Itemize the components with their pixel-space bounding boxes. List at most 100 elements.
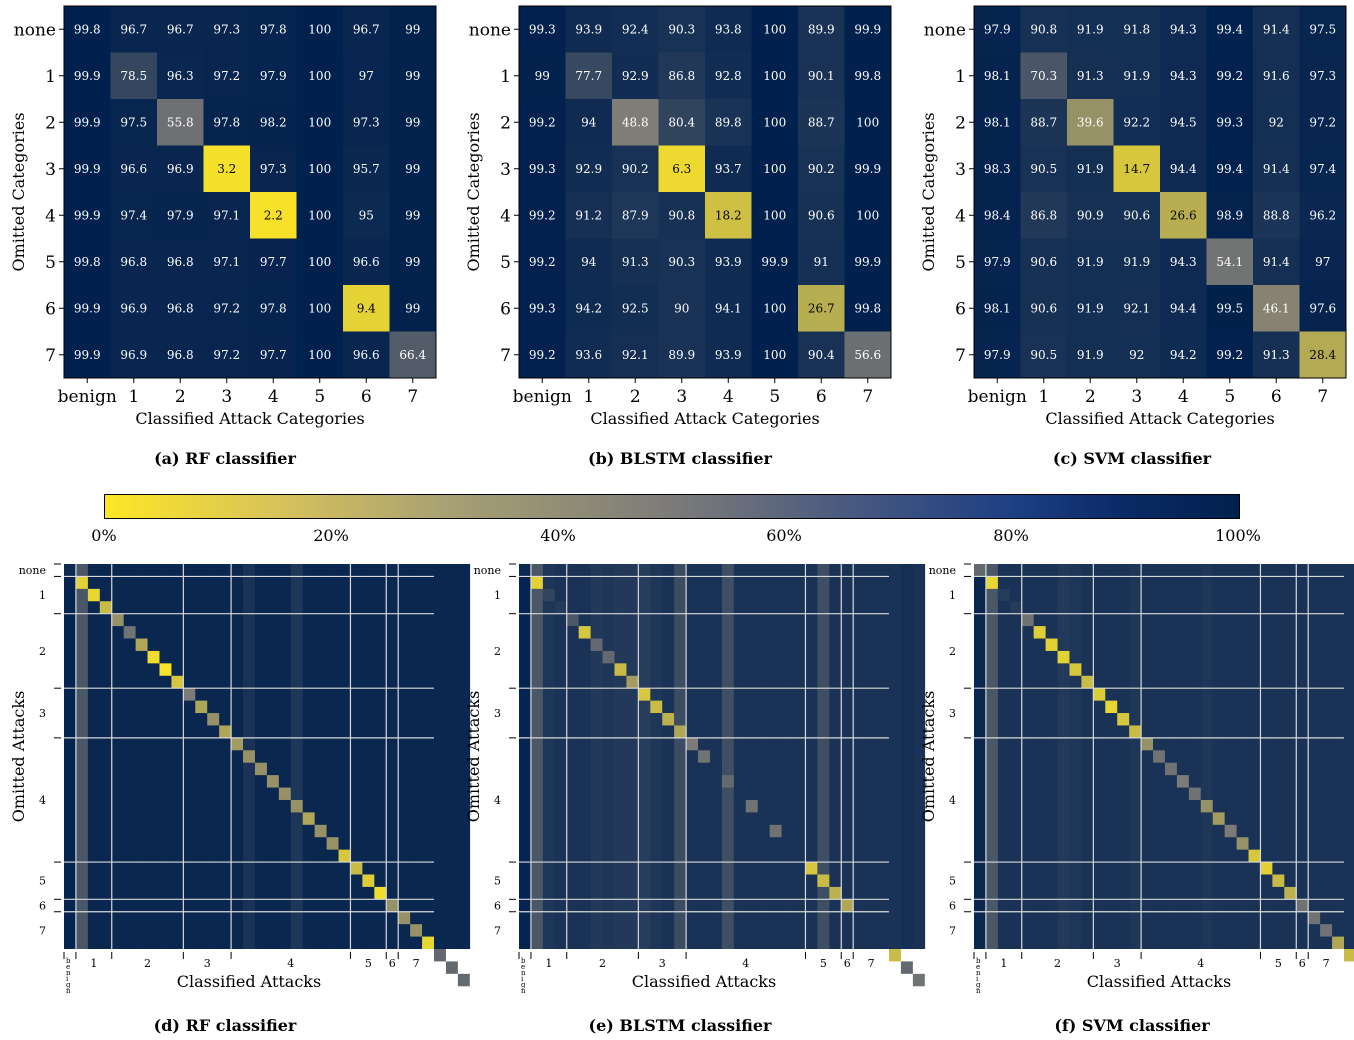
cell-label-0-6-7: 99 <box>405 301 420 315</box>
column-band <box>1344 564 1354 949</box>
panel-a: 99.8 96.7 96.7 97.3 97.8 100 96.7 99 99.9 78.5 96.… <box>0 0 450 470</box>
column-band <box>530 564 544 949</box>
column-band <box>626 564 639 949</box>
diagonal-cell <box>1248 849 1261 863</box>
x-tick-label: benign <box>58 387 117 407</box>
column-band <box>974 564 987 949</box>
diagonal-cell <box>698 750 710 763</box>
cell-label-1-5-3: 90.3 <box>668 255 695 269</box>
cell-label-2-2-2: 39.6 <box>1077 115 1104 129</box>
cell-2-6-0 <box>974 285 1021 332</box>
cell-2-7-0 <box>974 331 1021 379</box>
column-band <box>1164 564 1178 949</box>
diagonal-cell <box>1129 725 1142 738</box>
cell-0-1-0 <box>64 52 111 100</box>
cell-1-0-4 <box>705 6 752 53</box>
column-band <box>1272 564 1285 949</box>
cell-1-3-4 <box>705 145 752 193</box>
cell-0-3-0 <box>64 145 111 193</box>
cell-label-1-6-7: 99.8 <box>854 301 881 315</box>
cell-label-2-6-5: 99.5 <box>1216 301 1243 315</box>
cell-2-6-3 <box>1113 285 1161 332</box>
cell-label-0-7-6: 96.6 <box>353 348 380 362</box>
x-tick-label: 1 <box>1038 387 1049 407</box>
cell-1-6-0 <box>519 285 566 332</box>
cell-2-5-2 <box>1067 238 1114 286</box>
column-band <box>1224 564 1237 949</box>
cell-0-2-7 <box>389 99 437 146</box>
cell-label-1-2-1: 94 <box>581 115 597 129</box>
y-tick-label: 1 <box>45 67 56 87</box>
cell-label-1-3-5: 100 <box>763 162 786 176</box>
cell-0-1-7 <box>389 52 437 100</box>
x-tick-label: 1 <box>1000 957 1007 970</box>
x-axis-label: Classified Attack Categories <box>590 409 819 428</box>
y-tick-label: 2 <box>955 113 966 133</box>
cell-1-6-7 <box>844 285 892 332</box>
diagonal-cell <box>326 837 339 850</box>
column-band <box>171 564 184 949</box>
cell-label-2-3-2: 91.9 <box>1077 162 1104 176</box>
cell-label-2-6-1: 90.6 <box>1030 301 1057 315</box>
x-axis-label: Classified Attack Categories <box>1045 409 1274 428</box>
cell-0-1-4 <box>250 52 297 100</box>
x-tick-label: 2 <box>1085 387 1096 407</box>
cell-0-1-2 <box>157 52 204 100</box>
cell-label-1-0-0: 99.3 <box>529 22 556 36</box>
column-band <box>662 564 675 949</box>
cell-label-2-1-1: 70.3 <box>1030 69 1057 83</box>
x-tick-label: 5 <box>1224 387 1235 407</box>
colorbar-tick-4: 80% <box>993 526 1029 545</box>
panel-c: 97.9 90.8 91.9 91.8 94.3 99.4 91.4 97.5 98.1 70.3… <box>910 0 1354 470</box>
cell-label-1-1-1: 77.7 <box>575 69 602 83</box>
cell-1-3-1 <box>565 145 613 193</box>
cell-label-0-6-6: 9.4 <box>357 301 376 315</box>
y-axis-label: Omitted Categories <box>464 112 483 271</box>
x-tick-label: 3 <box>204 957 211 970</box>
cell-2-5-1 <box>1020 238 1068 286</box>
cell-1-1-7 <box>844 52 892 100</box>
cell-2-0-7 <box>1299 6 1347 53</box>
column-band <box>123 564 136 949</box>
cell-label-0-0-0: 99.8 <box>74 22 101 36</box>
cell-0-3-5 <box>296 145 344 193</box>
cell-label-0-5-1: 96.8 <box>120 255 147 269</box>
cell-label-0-5-6: 96.6 <box>353 255 380 269</box>
cell-label-0-6-2: 96.8 <box>167 301 194 315</box>
column-band <box>159 564 172 949</box>
cell-1-2-7 <box>844 99 892 146</box>
diagonal-cell <box>290 799 303 813</box>
cell-1-3-7 <box>844 145 892 193</box>
colorbar-tick-0: 0% <box>91 526 117 545</box>
cell-label-0-7-7: 66.4 <box>399 348 426 362</box>
cell-0-0-4 <box>250 6 297 53</box>
y-tick-label: 4 <box>955 206 966 226</box>
column-band <box>183 564 196 949</box>
cell-0-0-2 <box>157 6 204 53</box>
diagonal-cell <box>159 663 172 676</box>
x-tick-label: 6 <box>844 957 851 970</box>
cell-label-1-3-1: 92.9 <box>575 162 602 176</box>
cell-0-5-6 <box>343 238 390 286</box>
diagonal-cell <box>912 973 925 987</box>
heatmap-b: 99.3 93.9 92.4 90.3 93.8 100 89.9 99.9 99 77.7 92.… <box>464 5 892 428</box>
y-tick-label: 1 <box>39 589 46 602</box>
y-tick-label: 2 <box>45 113 56 133</box>
cell-label-0-1-1: 78.5 <box>120 69 147 83</box>
cell-label-2-7-1: 90.5 <box>1030 348 1057 362</box>
cell-label-1-5-2: 91.3 <box>622 255 649 269</box>
y-tick-label: 4 <box>494 794 501 807</box>
cell-label-1-6-3: 90 <box>674 301 689 315</box>
y-tick-label: none <box>474 564 501 577</box>
column-band <box>1141 564 1154 949</box>
cell-label-1-0-7: 99.9 <box>854 22 881 36</box>
colorbar: 0% 20% 40% 60% 80% 100% <box>0 488 1354 548</box>
column-band <box>1284 564 1297 949</box>
cell-1-1-6 <box>798 52 845 100</box>
cell-2-4-4 <box>1160 192 1207 239</box>
cell-label-1-0-4: 93.8 <box>715 22 742 36</box>
diagonal-cell <box>278 787 291 800</box>
cell-2-3-7 <box>1299 145 1347 193</box>
cell-label-2-7-3: 92 <box>1129 348 1144 362</box>
diagonal-cell <box>817 874 830 887</box>
